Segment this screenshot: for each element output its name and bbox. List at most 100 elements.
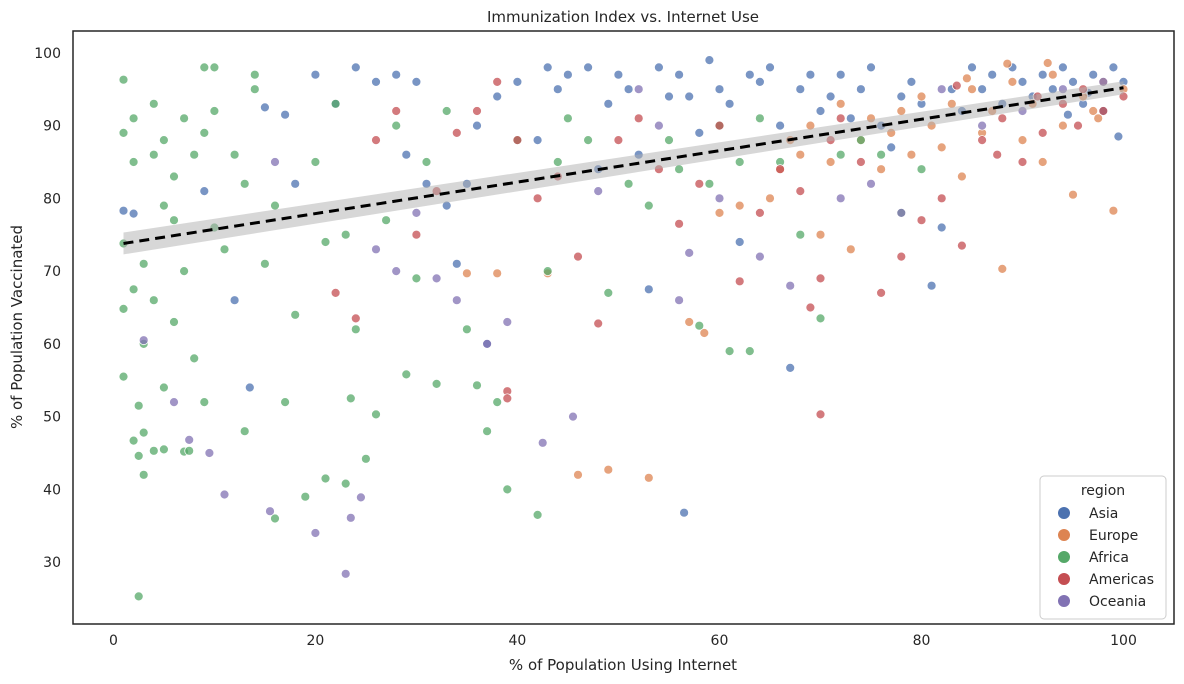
data-point-europe bbox=[573, 469, 583, 480]
data-point-africa bbox=[184, 445, 195, 456]
data-point-africa bbox=[381, 215, 392, 226]
data-point-africa bbox=[815, 313, 826, 324]
data-point-asia bbox=[714, 84, 725, 95]
data-point-oceania bbox=[785, 280, 796, 291]
data-point-asia bbox=[542, 62, 553, 73]
data-point-oceania bbox=[654, 120, 664, 131]
data-point-oceania bbox=[537, 437, 548, 448]
data-point-africa bbox=[128, 435, 139, 446]
data-point-asia bbox=[664, 91, 674, 102]
data-point-europe bbox=[835, 98, 846, 109]
data-point-americas bbox=[896, 251, 907, 262]
data-point-africa bbox=[472, 380, 482, 391]
data-point-africa bbox=[179, 266, 190, 277]
y-tick-label: 50 bbox=[43, 410, 61, 426]
data-point-asia bbox=[967, 62, 977, 73]
data-point-oceania bbox=[265, 506, 275, 517]
legend-marker-oceania bbox=[1058, 595, 1070, 607]
data-point-africa bbox=[643, 200, 654, 211]
data-point-africa bbox=[118, 127, 129, 138]
data-point-asia bbox=[724, 98, 735, 109]
data-point-americas bbox=[502, 393, 513, 404]
data-point-europe bbox=[1037, 157, 1048, 167]
data-point-africa bbox=[340, 229, 351, 240]
legend-marker-americas bbox=[1058, 573, 1070, 585]
data-point-asia bbox=[1088, 69, 1099, 80]
data-point-asia bbox=[118, 205, 129, 216]
data-point-oceania bbox=[502, 317, 513, 327]
data-point-oceania bbox=[411, 207, 422, 218]
x-tick-label: 80 bbox=[913, 633, 931, 649]
data-point-africa bbox=[694, 320, 705, 331]
data-point-europe bbox=[1093, 113, 1104, 124]
data-point-africa bbox=[148, 295, 159, 306]
data-point-europe bbox=[643, 472, 654, 483]
data-point-americas bbox=[997, 113, 1008, 124]
data-point-americas bbox=[815, 273, 826, 284]
data-point-asia bbox=[674, 69, 684, 80]
data-point-africa bbox=[623, 178, 634, 189]
data-point-americas bbox=[734, 276, 745, 287]
legend-marker-europe bbox=[1058, 529, 1070, 541]
data-point-africa bbox=[118, 74, 129, 85]
data-point-europe bbox=[825, 157, 836, 167]
data-point-oceania bbox=[138, 335, 149, 346]
data-point-asia bbox=[229, 295, 240, 306]
data-point-americas bbox=[674, 218, 684, 229]
data-point-africa bbox=[199, 127, 210, 138]
data-point-africa bbox=[461, 324, 472, 335]
data-point-africa bbox=[411, 273, 422, 284]
data-point-americas bbox=[714, 120, 725, 131]
data-point-asia bbox=[310, 69, 321, 80]
data-point-oceania bbox=[310, 528, 321, 538]
data-point-africa bbox=[421, 157, 432, 167]
data-point-oceania bbox=[169, 397, 179, 408]
data-point-europe bbox=[845, 244, 856, 255]
y-axis-ticks: 30 40 50 60 70 80 90 100 bbox=[34, 46, 61, 571]
x-tick-label: 40 bbox=[509, 633, 527, 649]
data-point-americas bbox=[573, 251, 583, 262]
data-point-oceania bbox=[977, 120, 987, 131]
data-point-africa bbox=[371, 409, 381, 420]
data-point-europe bbox=[492, 268, 503, 279]
data-point-asia bbox=[552, 84, 563, 95]
data-point-europe bbox=[1017, 135, 1028, 146]
data-point-americas bbox=[512, 135, 523, 146]
data-point-africa bbox=[563, 113, 573, 124]
data-point-europe bbox=[916, 91, 927, 102]
x-tick-label: 100 bbox=[1110, 633, 1137, 649]
y-tick-label: 40 bbox=[43, 482, 61, 498]
data-point-americas bbox=[633, 113, 644, 124]
data-point-europe bbox=[936, 142, 947, 153]
data-point-americas bbox=[451, 127, 462, 138]
data-point-asia bbox=[795, 84, 806, 95]
data-point-asia bbox=[815, 106, 826, 116]
data-point-asia bbox=[1068, 77, 1078, 87]
data-point-americas bbox=[876, 287, 886, 298]
data-point-americas bbox=[856, 157, 866, 167]
data-point-americas bbox=[532, 193, 543, 204]
data-point-americas bbox=[755, 207, 765, 218]
data-point-europe bbox=[1002, 58, 1013, 69]
data-point-asia bbox=[744, 69, 755, 80]
chart-title: Immunization Index vs. Internet Use bbox=[487, 8, 759, 26]
data-point-europe bbox=[815, 229, 826, 240]
data-point-oceania bbox=[371, 244, 381, 255]
data-point-asia bbox=[603, 98, 614, 109]
data-point-americas bbox=[371, 135, 381, 146]
data-point-europe bbox=[1007, 77, 1018, 87]
data-point-africa bbox=[290, 309, 301, 320]
data-point-asia bbox=[805, 69, 816, 80]
data-point-asia bbox=[290, 178, 301, 189]
data-point-asia bbox=[866, 62, 876, 73]
legend-marker-asia bbox=[1058, 507, 1070, 519]
data-point-asia bbox=[512, 77, 523, 87]
data-point-africa bbox=[532, 510, 543, 520]
data-point-africa bbox=[138, 427, 149, 438]
data-point-asia bbox=[775, 120, 785, 131]
data-point-africa bbox=[133, 450, 144, 461]
data-point-africa bbox=[431, 378, 442, 389]
data-point-asia bbox=[654, 62, 664, 73]
legend-label-oceania: Oceania bbox=[1089, 594, 1146, 610]
